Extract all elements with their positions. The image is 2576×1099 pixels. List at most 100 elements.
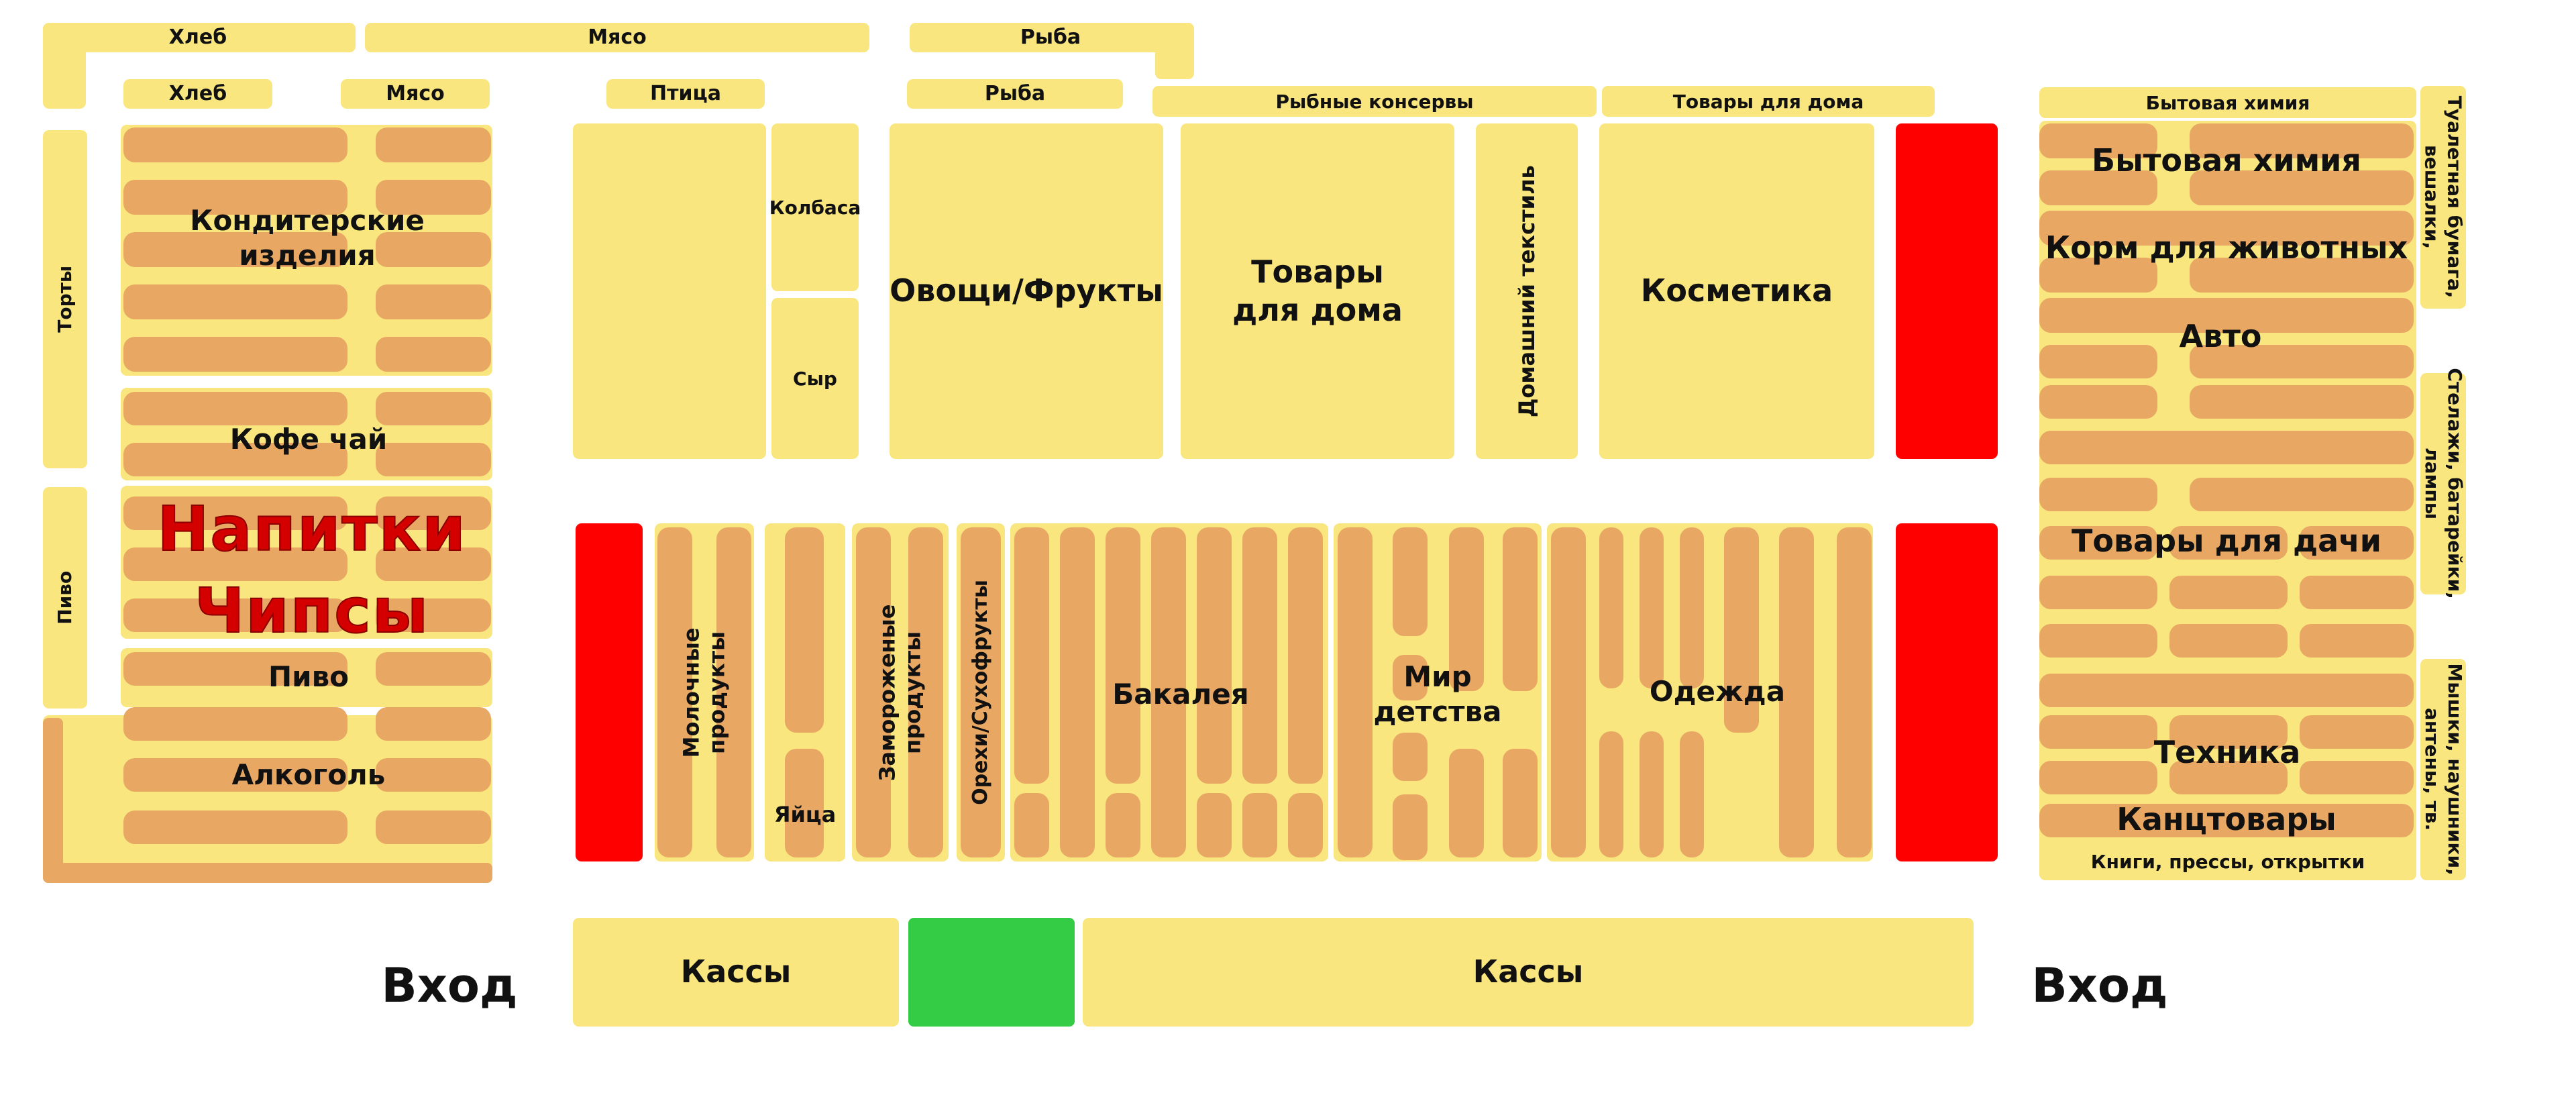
shelf [123,180,347,215]
shelf [376,758,491,792]
shelf [2300,576,2414,609]
eggs-label: Яйца [773,802,837,827]
shelf [2300,624,2414,658]
shelf [123,127,347,162]
checkout-right-zone [1083,918,1974,1027]
shelf [2169,761,2288,794]
shelf [2039,385,2157,419]
frozen-label-wrap: Замороженые продукты [852,523,949,861]
shelf [123,758,347,792]
shelf [2039,258,2157,293]
shelf [2039,624,2157,658]
shelf [2190,385,2414,419]
fish-canned-zone [1152,86,1597,117]
pet-food-label: Корм для животных [2045,229,2408,266]
shelf [2300,761,2414,794]
shelf [1288,793,1323,857]
shelf [1503,527,1538,691]
side-toilet-wrap: Туалетная бумага, вешалки, [2420,86,2466,309]
alcohol-label: Алкоголь [231,757,386,791]
shelf [1106,793,1140,857]
vegetables-zone [890,123,1163,459]
shelf [1640,731,1664,857]
confectionery-label: Кондитерские изделия [190,203,425,272]
shelf [2300,526,2414,560]
shelf [2190,258,2414,293]
side-racks-zone [2420,373,2466,594]
shelf [2169,576,2288,609]
shelf [716,527,751,857]
shelf [785,749,824,857]
shelf [43,718,63,883]
side-toilet-label: Туалетная бумага, вешалки, [2421,96,2466,299]
fish-canned-label: Рыбные консервы [1275,90,1474,113]
shelf [2300,715,2414,749]
household-top-zone [1602,86,1935,117]
shelf [376,810,491,844]
shelf [2039,804,2414,837]
shelf [1242,793,1277,857]
stationery-label: Канцтовары [2116,801,2337,838]
shelf [123,284,347,319]
shelf [123,652,347,686]
side-racks-label: Стелажи, батарейки, лампы [2421,368,2466,600]
poultry-zone [606,79,765,109]
shelf [2190,345,2414,378]
shelf [1640,527,1664,688]
beer-side-label: Пиво [54,570,76,625]
shelf [376,443,491,476]
shelf [1197,793,1232,857]
shelf [2190,170,2414,205]
shelf [2039,761,2157,794]
shelf [376,652,491,686]
nuts-label-wrap: Орехи/Сухофрукты [957,523,1005,861]
highlight-zone [908,918,1075,1027]
shelf [2039,478,2157,511]
beer-side-zone [43,487,87,709]
shelf [123,810,347,844]
poultry-area [573,123,766,459]
dairy-label-wrap: Молочные продукты [655,523,754,861]
shelf [1393,794,1428,860]
shelf [2169,624,2288,658]
shelf [376,392,491,425]
fish-inner-zone [907,79,1123,109]
meat-inner-zone [341,79,490,109]
shelf [1393,655,1428,700]
meat-inner-label: Мясо [386,82,445,106]
kids-label: Мир детства [1373,660,1502,729]
shelf [376,707,491,741]
shelf [1724,527,1759,733]
checkout-left-zone [573,918,899,1027]
shelf [1106,527,1140,784]
shelf [657,527,692,857]
shelf [1151,527,1186,857]
closed-zone-left [576,523,643,861]
fish-inner-label: Рыба [984,82,1046,106]
checkout-right-label: Кассы [1472,953,1584,990]
shelf [2039,431,2414,464]
shelf [376,284,491,319]
closed-zone-bottom-right [1896,523,1998,861]
clothes-label: Одежда [1649,674,1786,708]
shelf [2039,345,2157,378]
shelf [2190,123,2414,158]
shelf [785,527,824,733]
entrance-right-label: Вход [2031,958,2168,1014]
shelf [2039,211,2414,246]
shelf [856,527,891,857]
shelf [1599,527,1623,688]
chemistry-top-zone [2039,87,2416,118]
cheese-zone [771,298,859,459]
shelf [376,232,491,267]
cosmetics-label: Косметика [1640,272,1833,309]
cakes-label-wrap: Торты [43,130,87,468]
shelf [376,496,491,530]
bread-inner-label: Хлеб [168,82,227,106]
side-racks-wrap: Стелажи, батарейки, лампы [2420,368,2466,600]
side-mice-wrap: Мышки, наушники, антены, тв. [2420,659,2466,880]
textile-zone [1476,123,1578,459]
nuts-label: Орехи/Сухофрукты [969,580,993,805]
shelf [2039,715,2157,749]
